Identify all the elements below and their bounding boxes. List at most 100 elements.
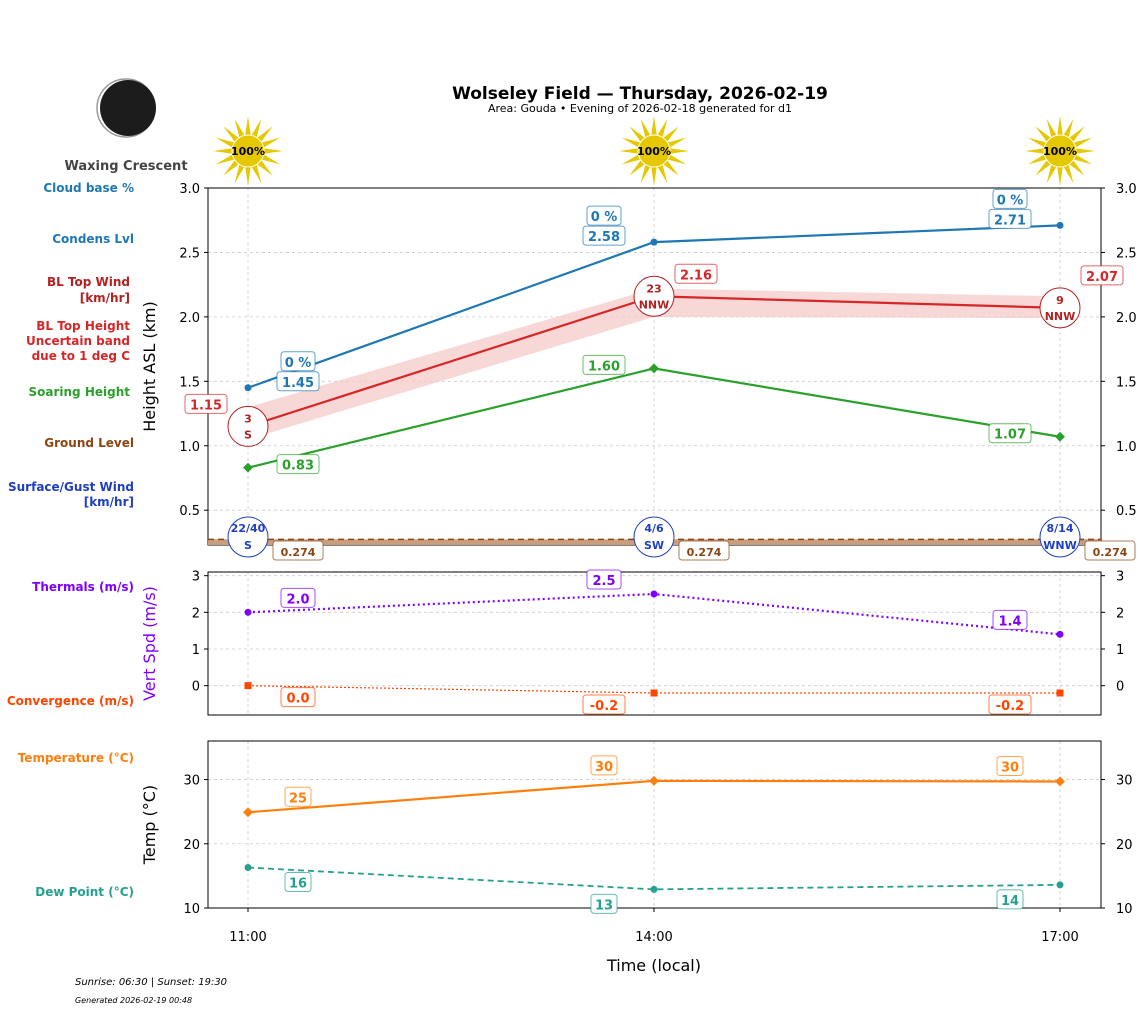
dew-point-label: 16: [284, 872, 312, 893]
label-bl-height-2: Uncertain band: [26, 334, 130, 348]
bl-wind-circle: [1039, 287, 1081, 329]
label-bl-wind-2: [km/hr]: [80, 291, 130, 305]
label-box: [586, 205, 622, 226]
y-tick-label: 3: [192, 570, 200, 585]
y-tick-label: 0: [192, 680, 200, 695]
plot-frame: [207, 740, 1102, 909]
soaring-marker: [243, 462, 253, 473]
label-box: [280, 351, 316, 372]
label-box: [280, 687, 316, 708]
label-temperature: Temperature (°C): [18, 751, 134, 765]
thermals-marker: [1056, 630, 1064, 638]
surface-wind-barb: 22/40 S: [227, 516, 269, 558]
y-tick-label: 2: [192, 606, 200, 621]
label-soaring: Soaring Height: [29, 385, 131, 399]
label-box: [988, 208, 1032, 229]
bl-wind-barb: 3S: [227, 405, 269, 447]
soaring-label: 1.60: [582, 354, 626, 375]
y-tick-label-right: 20: [1116, 838, 1133, 853]
label-box: [284, 872, 312, 893]
data-label: -0.2: [590, 699, 618, 714]
data-label: 25: [289, 791, 307, 806]
temperature-label: 30: [590, 755, 618, 776]
y-tick-label-right: 1.0: [1116, 440, 1137, 455]
condens-marker: [244, 384, 252, 392]
data-label: 0.274: [687, 546, 722, 559]
label-box: [284, 786, 312, 807]
convergence-marker: [1056, 689, 1064, 697]
ground-label: 0.274: [272, 540, 324, 561]
data-label: 0.0: [286, 692, 309, 707]
dew-point-label: 14: [996, 889, 1024, 910]
data-label: 1.4: [998, 614, 1021, 629]
data-label: -0.2: [996, 699, 1024, 714]
y-tick-label: 20: [183, 838, 200, 853]
y-tick-label-right: 3.0: [1116, 182, 1137, 197]
label-box: [674, 263, 718, 284]
bl-top-label: 2.07: [1080, 265, 1124, 286]
y-tick-label-right: 0: [1116, 680, 1124, 695]
y-tick-label: 1: [192, 643, 200, 658]
ground-label: 0.274: [1084, 540, 1136, 561]
surface-wind-dir: S: [244, 539, 252, 552]
y-tick-label-right: 1.5: [1116, 375, 1137, 390]
x-tick-label: 11:00: [229, 930, 266, 945]
y-tick-label: 0.5: [179, 504, 200, 519]
label-box: [272, 540, 324, 561]
y-tick-label: 30: [183, 774, 200, 789]
label-box: [582, 694, 626, 715]
sun-disc: [231, 134, 265, 168]
label-surface-wind-2: [km/hr]: [84, 495, 134, 509]
bl-wind-circle: [633, 275, 675, 317]
data-label: 2.0: [286, 592, 309, 607]
label-surface-wind-1: Surface/Gust Wind: [8, 480, 134, 494]
sun-icon: 100%: [619, 116, 689, 186]
temperature-marker: [1055, 776, 1065, 787]
data-label: 0 %: [591, 210, 618, 225]
condens-label: 2.58: [582, 225, 626, 246]
label-dew-point: Dew Point (°C): [35, 885, 134, 899]
bl-wind-circle: [227, 405, 269, 447]
thermals-marker: [650, 590, 658, 598]
convergence-label: -0.2: [582, 694, 626, 715]
label-box: [590, 755, 618, 776]
y-tick-label-right: 0.5: [1116, 504, 1137, 519]
label-box: [988, 694, 1032, 715]
y-tick-label: 3.0: [179, 182, 200, 197]
data-label: 2.71: [994, 213, 1026, 228]
chart-title: Wolseley Field — Thursday, 2026-02-19: [452, 84, 828, 104]
label-box: [276, 371, 320, 392]
label-thermals: Thermals (m/s): [32, 580, 134, 594]
label-box: [678, 540, 730, 561]
sun-disc: [1043, 134, 1077, 168]
label-bl-height-3: due to 1 deg C: [32, 349, 131, 363]
convergence-marker: [244, 682, 252, 690]
thermals-label: 2.5: [586, 569, 622, 590]
data-label: 0.83: [282, 459, 314, 474]
bl-wind-speed: 9: [1056, 294, 1064, 307]
temperature-marker: [243, 807, 253, 818]
temperature-label: 30: [996, 755, 1024, 776]
y-tick-label-right: 1: [1116, 643, 1124, 658]
y-tick-label-right: 2.5: [1116, 246, 1137, 261]
label-convergence: Convergence (m/s): [7, 694, 134, 708]
y-tick-label-right: 2.0: [1116, 311, 1137, 326]
surface-wind-barb: 4/6 SW: [633, 516, 675, 558]
moon-phase-label: Waxing Crescent: [64, 159, 187, 174]
data-label: 13: [595, 898, 613, 913]
condens-label: 2.71: [988, 208, 1032, 229]
bl-top-label: 1.15: [184, 393, 228, 414]
sun-times: Sunrise: 06:30 | Sunset: 19:30: [75, 977, 227, 988]
thermals-label: 2.0: [280, 587, 316, 608]
cloud-pct-label: 0 %: [280, 351, 316, 372]
surface-wind-barb: 8/14 WNW: [1039, 516, 1081, 558]
bl-wind-barb: 9 NNW: [1039, 287, 1081, 329]
y-tick-label-right: 3: [1116, 570, 1124, 585]
ground-label: 0.274: [678, 540, 730, 561]
soaring-marker: [649, 363, 659, 374]
convergence-line: [247, 685, 1060, 694]
data-label: 1.45: [282, 376, 314, 391]
bl-top-label: 2.16: [674, 263, 718, 284]
surface-wind-speed: 22/40: [231, 522, 266, 535]
